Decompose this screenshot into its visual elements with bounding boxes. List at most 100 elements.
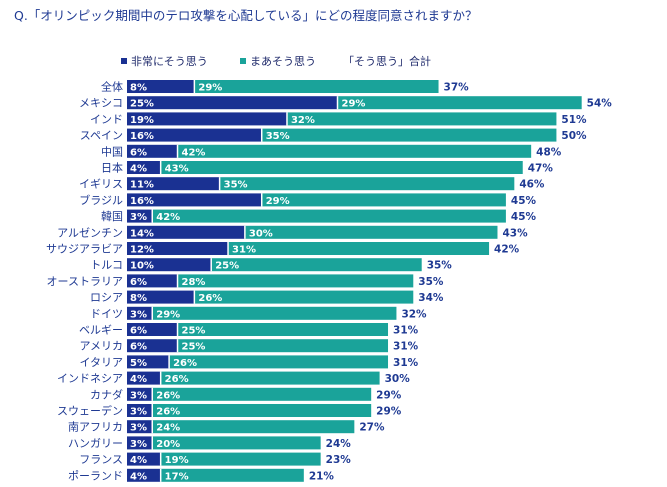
- segment-label-very-much: 6%: [130, 342, 147, 353]
- segment-label-somewhat: 25%: [182, 342, 206, 353]
- category-label: インド: [90, 113, 123, 126]
- bar-very-much: [127, 436, 153, 450]
- category-label: カナダ: [90, 387, 123, 401]
- category-label: 韓国: [101, 210, 123, 223]
- segment-label-somewhat: 26%: [198, 293, 222, 304]
- bar-very-much: [127, 420, 153, 434]
- segment-label-somewhat: 25%: [215, 261, 239, 272]
- segment-label-very-much: 3%: [130, 407, 147, 418]
- segment-label-somewhat: 20%: [156, 439, 180, 450]
- total-label: 31%: [393, 357, 419, 369]
- segment-label-somewhat: 29%: [342, 99, 366, 110]
- bar-very-much: [127, 209, 153, 223]
- segment-label-somewhat: 43%: [165, 164, 189, 175]
- bar-somewhat: [261, 193, 506, 207]
- bars: [127, 80, 582, 482]
- segment-label-somewhat: 42%: [182, 147, 206, 158]
- legend-label-very-much: 非常にそう思う: [131, 55, 208, 68]
- category-label: ベルギー: [79, 324, 123, 337]
- category-label: ロシア: [90, 291, 123, 304]
- segment-label-very-much: 3%: [130, 309, 147, 320]
- segment-label-very-much: 3%: [130, 439, 147, 450]
- legend: 非常にそう思う まあそう思う 「そう思う」合計: [121, 54, 431, 68]
- segment-label-very-much: 14%: [130, 228, 154, 239]
- total-label: 31%: [393, 341, 419, 353]
- segment-label-very-much: 16%: [130, 196, 154, 207]
- bar-very-much: [127, 80, 195, 93]
- category-label: トルコ: [90, 259, 123, 272]
- bar-somewhat: [169, 355, 389, 369]
- bar-very-much: [127, 258, 212, 272]
- bar-very-much: [127, 161, 161, 174]
- bar-somewhat: [160, 452, 321, 466]
- segment-label-somewhat: 17%: [165, 471, 189, 482]
- total-label: 50%: [561, 130, 587, 142]
- total-label: 23%: [326, 454, 352, 466]
- bar-somewhat: [194, 290, 414, 304]
- bar-very-much: [127, 290, 195, 304]
- total-label: 45%: [511, 195, 537, 207]
- total-label: 54%: [587, 98, 613, 110]
- bar-somewhat: [244, 225, 498, 239]
- segment-label-very-much: 12%: [130, 245, 154, 256]
- segment-label-somewhat: 29%: [156, 309, 180, 320]
- total-label: 51%: [561, 114, 587, 126]
- bar-very-much: [127, 144, 178, 158]
- segment-label-very-much: 4%: [130, 455, 147, 466]
- total-label: 45%: [511, 211, 537, 223]
- total-label: 46%: [519, 179, 545, 191]
- total-label: 32%: [401, 308, 427, 320]
- total-label: 27%: [359, 422, 385, 434]
- segment-label-very-much: 4%: [130, 164, 147, 175]
- segment-label-somewhat: 35%: [266, 131, 290, 142]
- bar-somewhat: [219, 177, 515, 191]
- segment-label-somewhat: 19%: [165, 455, 189, 466]
- bar-very-much: [127, 193, 262, 207]
- bar-very-much: [127, 96, 338, 110]
- total-label: 34%: [418, 292, 444, 304]
- segment-label-somewhat: 26%: [173, 358, 197, 369]
- total-label: 42%: [494, 244, 520, 256]
- segment-label-very-much: 6%: [130, 147, 147, 158]
- category-label: メキシコ: [79, 97, 123, 110]
- bar-very-much: [127, 225, 245, 239]
- segment-label-somewhat: 31%: [232, 245, 256, 256]
- segment-label-very-much: 6%: [130, 277, 147, 288]
- segment-label-very-much: 8%: [130, 83, 147, 94]
- segment-label-very-much: 19%: [130, 115, 154, 126]
- legend-label-total: 「そう思う」合計: [343, 54, 431, 68]
- category-label: 中国: [101, 145, 123, 158]
- segment-label-very-much: 25%: [130, 99, 154, 110]
- segment-label-somewhat: 35%: [224, 180, 248, 191]
- bar-very-much: [127, 371, 161, 385]
- bar-somewhat: [177, 144, 532, 158]
- category-label: ドイツ: [90, 307, 123, 320]
- bar-somewhat: [177, 274, 414, 288]
- segment-label-very-much: 5%: [130, 358, 147, 369]
- segment-label-somewhat: 24%: [156, 423, 180, 434]
- bar-somewhat: [152, 420, 355, 434]
- total-label: 21%: [309, 470, 335, 482]
- category-label: インドネシア: [57, 372, 123, 385]
- legend-label-somewhat: まあそう思う: [250, 55, 316, 68]
- bar-very-much: [127, 274, 178, 288]
- total-label: 48%: [536, 146, 562, 158]
- bar-very-much: [127, 177, 220, 191]
- segment-label-somewhat: 26%: [156, 390, 180, 401]
- total-label: 31%: [393, 325, 419, 337]
- segment-label-somewhat: 30%: [249, 228, 273, 239]
- segment-label-very-much: 3%: [130, 423, 147, 434]
- bar-somewhat: [177, 339, 389, 353]
- bar-very-much: [127, 339, 178, 353]
- category-label: 全体: [101, 80, 123, 94]
- bar-somewhat: [261, 128, 557, 142]
- bar-very-much: [127, 306, 153, 320]
- bar-very-much: [127, 404, 153, 417]
- segment-label-very-much: 4%: [130, 471, 147, 482]
- segment-label-somewhat: 26%: [156, 407, 180, 418]
- segment-label-somewhat: 42%: [156, 212, 180, 223]
- category-labels: 全体メキシコインドスペイン中国日本イギリスブラジル韓国アルゼンチンサウジアラビア…: [46, 80, 123, 483]
- legend-swatch-very-much: [121, 58, 127, 64]
- total-labels: 37% 54%51% 50% 48% 47% 46% 45% 45% 43% 42% 35% 35% 3…: [309, 82, 612, 483]
- total-label: 47%: [528, 163, 554, 175]
